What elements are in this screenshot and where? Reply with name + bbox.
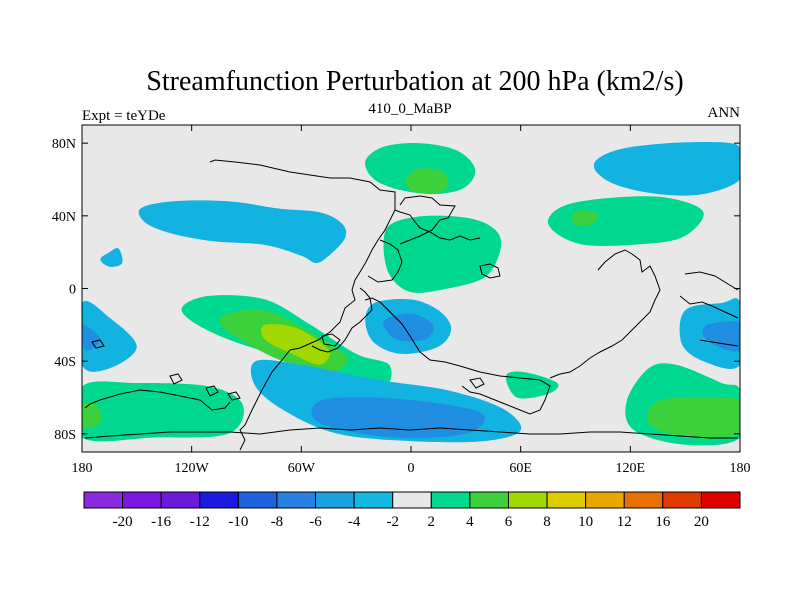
colorbar-label: -8 (271, 514, 284, 530)
contour-fills (82, 142, 740, 446)
x-tick-label: 60E (509, 461, 532, 476)
colorbar-swatch (237, 491, 278, 509)
colorbar: -20 -16 -12 -10 -8 -6 -4 -2 2 4 6 8 10 12 16 20 (83, 491, 741, 530)
y-tick-label: 80S (54, 428, 76, 443)
colorbar-label: 4 (466, 514, 474, 530)
colorbar-swatch (623, 491, 664, 509)
coastlines (84, 159, 739, 451)
y-tick-label: 40S (54, 355, 76, 370)
center-label: 410_0_MaBP (368, 101, 451, 117)
colorbar-swatch (83, 491, 124, 509)
colorbar-label: -4 (348, 514, 361, 530)
x-tick-label: 180 (72, 461, 93, 476)
colorbar-swatch (315, 491, 355, 509)
contour-neg-south-pacific-core (82, 324, 101, 351)
colorbar-swatch (700, 491, 741, 509)
contour-neg-n-pacific-east (593, 142, 740, 196)
contour-neg-n-pacific (138, 200, 347, 264)
contour-pos-asia-core (571, 210, 598, 227)
contour-pos-asia (547, 196, 704, 247)
contour-pos-tropical-inner (261, 323, 330, 365)
colorbar-label: -10 (228, 514, 248, 530)
colorbar-label: 2 (428, 514, 436, 530)
x-tick-label: 120W (175, 461, 210, 476)
colorbar-label: 16 (655, 514, 671, 530)
x-tick-label: 180 (730, 461, 751, 476)
colorbar-label: 12 (617, 514, 632, 530)
colorbar-label: 20 (694, 514, 709, 530)
contour-neg-s-atlantic-core (383, 313, 434, 342)
colorbar-label: -2 (386, 514, 399, 530)
colorbar-swatch (469, 491, 509, 509)
colorbar-swatch (392, 491, 432, 509)
x-tick-label: 60W (288, 461, 316, 476)
x-tick-label: 0 (408, 461, 415, 476)
contour-neg-south-pacific (82, 300, 137, 372)
colorbar-swatch (546, 491, 587, 509)
colorbar-swatch (122, 491, 162, 509)
x-tick-label: 120E (616, 461, 646, 476)
coastline-eurasia-africa (364, 209, 739, 415)
colorbar-label: -12 (190, 514, 210, 530)
colorbar-swatch (199, 491, 239, 509)
colorbar-label: -16 (151, 514, 171, 530)
contour-pos-se-pacific-core (646, 397, 740, 439)
colorbar-swatch (276, 491, 317, 509)
contour-neg-small-pacific (100, 248, 123, 267)
colorbar-swatch (430, 491, 471, 509)
colorbar-label: -6 (309, 514, 322, 530)
colorbar-swatch (507, 491, 548, 509)
colorbar-swatch (160, 491, 201, 509)
colorbar-label: -20 (113, 514, 133, 530)
coastline-americas (84, 159, 456, 451)
colorbar-swatch (662, 491, 702, 509)
colorbar-label: 6 (505, 514, 513, 530)
right-label: ANN (708, 105, 741, 121)
colorbar-label: 8 (543, 514, 551, 530)
colorbar-swatch (585, 491, 625, 509)
contour-pos-southern-ocean-core (82, 402, 102, 428)
contour-pos-greenland-core (405, 168, 449, 195)
left-label: Expt = teYDe (82, 108, 166, 124)
coastline-antarctica (84, 427, 738, 439)
contour-neg-sw-pacific-core (702, 321, 740, 352)
coastline-islands (91, 263, 501, 401)
y-tick-label: 80N (52, 137, 76, 152)
colorbar-swatch (353, 491, 394, 509)
contour-pos-europe (383, 215, 502, 293)
y-axis: 80N 40N 0 40S 80S (52, 137, 740, 443)
contour-pos-southern-ocean (82, 381, 244, 442)
chart-title: Streamfunction Perturbation at 200 hPa (… (146, 66, 683, 97)
y-tick-label: 40N (52, 210, 76, 225)
colorbar-label: 10 (578, 514, 593, 530)
y-tick-label: 0 (69, 283, 76, 298)
x-axis: 180 120W 60W 0 60E 120E 180 (72, 125, 751, 476)
